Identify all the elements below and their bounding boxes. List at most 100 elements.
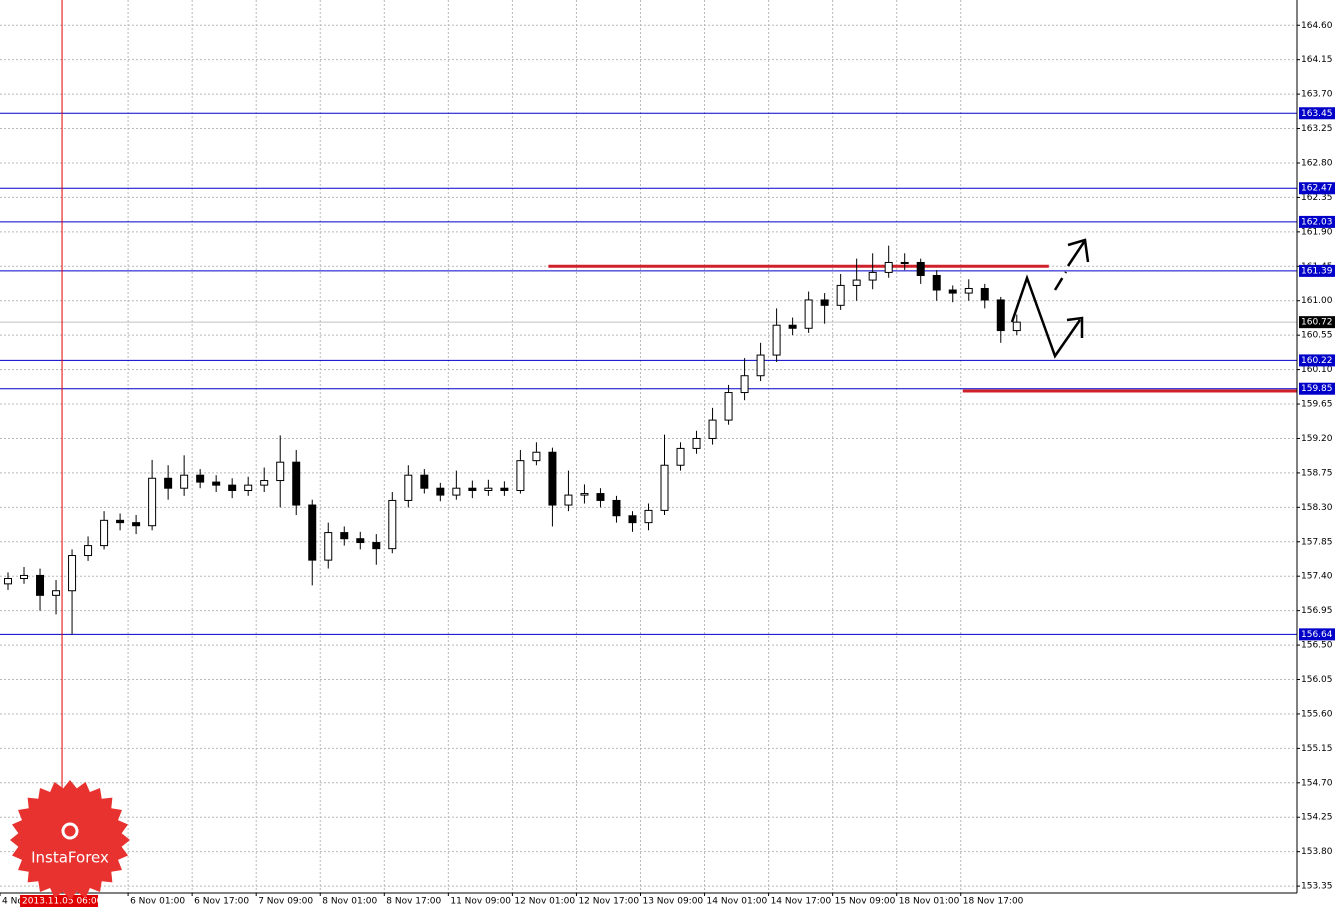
y-tick-label: 155.60 xyxy=(1301,709,1333,719)
candle-body xyxy=(500,487,509,491)
arrow-dash xyxy=(1066,241,1086,267)
candle-body xyxy=(900,261,909,264)
candle-body xyxy=(436,487,445,496)
candle-body xyxy=(100,519,109,547)
level-label: 163.45 xyxy=(1301,109,1333,119)
level-tag xyxy=(1299,264,1335,277)
x-tick-label: 8 Nov 17:00 xyxy=(386,897,441,907)
candle-body xyxy=(404,474,413,501)
arrow-head xyxy=(1066,316,1084,338)
level-label: 156.64 xyxy=(1301,630,1333,640)
candle-body xyxy=(564,494,573,506)
candle-body xyxy=(68,555,77,592)
candle-body xyxy=(132,522,141,527)
candle-body xyxy=(596,493,605,501)
x-tick-label: 13 Nov 09:00 xyxy=(642,897,703,907)
candle-body xyxy=(980,287,989,301)
candle-body xyxy=(116,519,125,524)
logo-icon xyxy=(61,822,79,840)
y-tick-label: 160.10 xyxy=(1301,365,1333,375)
price-label: 160.72 xyxy=(1301,318,1333,328)
x-tick-label: 14 Nov 01:00 xyxy=(707,897,768,907)
arrow-head xyxy=(1067,238,1090,263)
axes: 164.60 164.15 163.70 163.25 162.80 162.35 161.… xyxy=(0,21,1335,907)
candle-body xyxy=(260,480,269,486)
candle-body xyxy=(516,460,525,491)
candle-body xyxy=(548,451,557,506)
level-tag xyxy=(1299,182,1335,195)
y-tick-label: 157.40 xyxy=(1301,572,1333,582)
x-tick-label: 12 Nov 01:00 xyxy=(514,897,575,907)
candle-body xyxy=(660,464,669,511)
candle-body xyxy=(148,477,157,527)
level-tag xyxy=(1299,215,1335,228)
y-tick-label: 156.95 xyxy=(1301,606,1333,616)
candle-body xyxy=(452,487,461,496)
y-tick-label: 164.15 xyxy=(1301,55,1333,65)
candle-body xyxy=(20,574,29,579)
vline-tag xyxy=(20,895,99,907)
candle-body xyxy=(836,284,845,306)
candle-body xyxy=(228,484,237,491)
y-tick-label: 161.90 xyxy=(1301,227,1333,237)
x-tick-label: 6 Nov 17:00 xyxy=(194,897,249,907)
candle-body xyxy=(772,324,781,356)
candle-body xyxy=(388,499,397,550)
candle-body xyxy=(756,354,765,377)
candle-body xyxy=(276,461,285,482)
level-tag xyxy=(1299,107,1335,120)
candle-body xyxy=(628,515,637,524)
level-label: 160.22 xyxy=(1301,356,1333,366)
plot-area xyxy=(0,0,1297,893)
grid xyxy=(0,0,1297,893)
candle-body xyxy=(644,509,653,524)
candle-body xyxy=(948,289,957,294)
candle-body xyxy=(708,419,717,439)
x-tick-label: 15 Nov 09:00 xyxy=(835,897,896,907)
candle-body xyxy=(52,590,61,596)
price-tag xyxy=(1299,316,1335,329)
y-tick-label: 157.85 xyxy=(1301,537,1333,547)
candle-body xyxy=(484,487,493,491)
candle-body xyxy=(164,477,173,489)
arrows xyxy=(1010,238,1090,359)
candle-body xyxy=(36,574,45,596)
arrow-dash xyxy=(1053,271,1068,291)
candle-body xyxy=(804,299,813,329)
candle-body xyxy=(916,261,925,276)
x-tick-label: 8 Nov 01:00 xyxy=(322,897,377,907)
candle-body xyxy=(1012,321,1021,332)
candle-body xyxy=(212,481,221,486)
y-tick-label: 153.80 xyxy=(1301,847,1333,857)
candle-body xyxy=(292,461,301,506)
x-tick-label: 11 Nov 09:00 xyxy=(450,897,511,907)
x-tick-label: 12 Nov 17:00 xyxy=(578,897,639,907)
y-tick-label: 162.35 xyxy=(1301,193,1333,203)
level-label: 161.39 xyxy=(1301,266,1333,276)
candle-body xyxy=(244,484,253,491)
candle-body xyxy=(420,474,429,489)
candle-body xyxy=(852,279,861,286)
y-tick-label: 155.15 xyxy=(1301,744,1333,754)
y-tick-label: 159.20 xyxy=(1301,434,1333,444)
candle-body xyxy=(340,532,349,540)
candle-body xyxy=(324,532,333,561)
candle-body xyxy=(308,504,317,561)
candle-body xyxy=(820,299,829,306)
x-tick-label: 18 Nov 17:00 xyxy=(963,897,1024,907)
y-tick-label: 164.60 xyxy=(1301,21,1333,31)
y-tick-label: 156.50 xyxy=(1301,641,1333,651)
level-label: 162.47 xyxy=(1301,184,1333,194)
y-tick-label: 158.30 xyxy=(1301,503,1333,513)
level-label: 162.03 xyxy=(1301,217,1333,227)
candle-body xyxy=(868,271,877,281)
vline-label: 2013.11.05 06:00 xyxy=(22,897,103,907)
level-tag xyxy=(1299,382,1335,395)
candle-body xyxy=(356,538,365,544)
candle-body xyxy=(612,499,621,517)
y-tick-label: 154.25 xyxy=(1301,813,1333,823)
candle-body xyxy=(740,375,749,394)
x-tick-label: 6 Nov 01:00 xyxy=(130,897,185,907)
x-tick-label: 18 Nov 01:00 xyxy=(899,897,960,907)
